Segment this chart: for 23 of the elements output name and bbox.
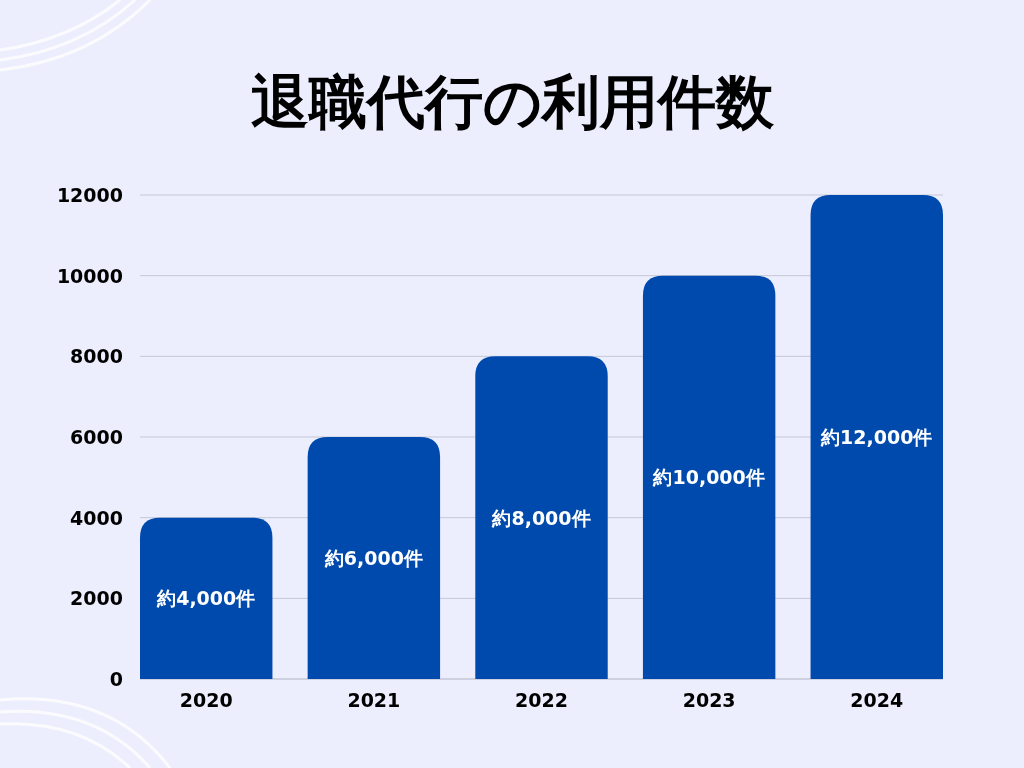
data-label: 約12,000件 — [820, 426, 933, 448]
data-label: 約8,000件 — [491, 506, 591, 529]
data-label: 約10,000件 — [652, 466, 765, 489]
x-tick-label: 2024 — [850, 689, 904, 711]
y-tick-label: 12000 — [56, 184, 123, 206]
y-tick-label: 0 — [109, 668, 123, 690]
x-tick-label: 2021 — [347, 689, 401, 711]
y-tick-label: 10000 — [56, 264, 123, 287]
bar — [307, 437, 441, 679]
bar — [810, 195, 943, 679]
bar — [140, 517, 273, 679]
y-tick-label: 4000 — [70, 506, 123, 529]
data-label: 約4,000件 — [156, 587, 256, 610]
x-tick-label: 2020 — [179, 689, 233, 711]
y-tick-label: 2000 — [70, 587, 123, 610]
bar — [475, 356, 608, 679]
x-tick-label: 2022 — [515, 689, 568, 711]
chart-title: 退職代行の利用件数 — [250, 68, 775, 136]
data-label: 約6,000件 — [323, 547, 423, 569]
y-tick-label: 8000 — [70, 345, 123, 368]
bar — [642, 275, 776, 679]
x-tick-label: 2023 — [682, 689, 736, 711]
y-tick-label: 6000 — [70, 426, 123, 448]
